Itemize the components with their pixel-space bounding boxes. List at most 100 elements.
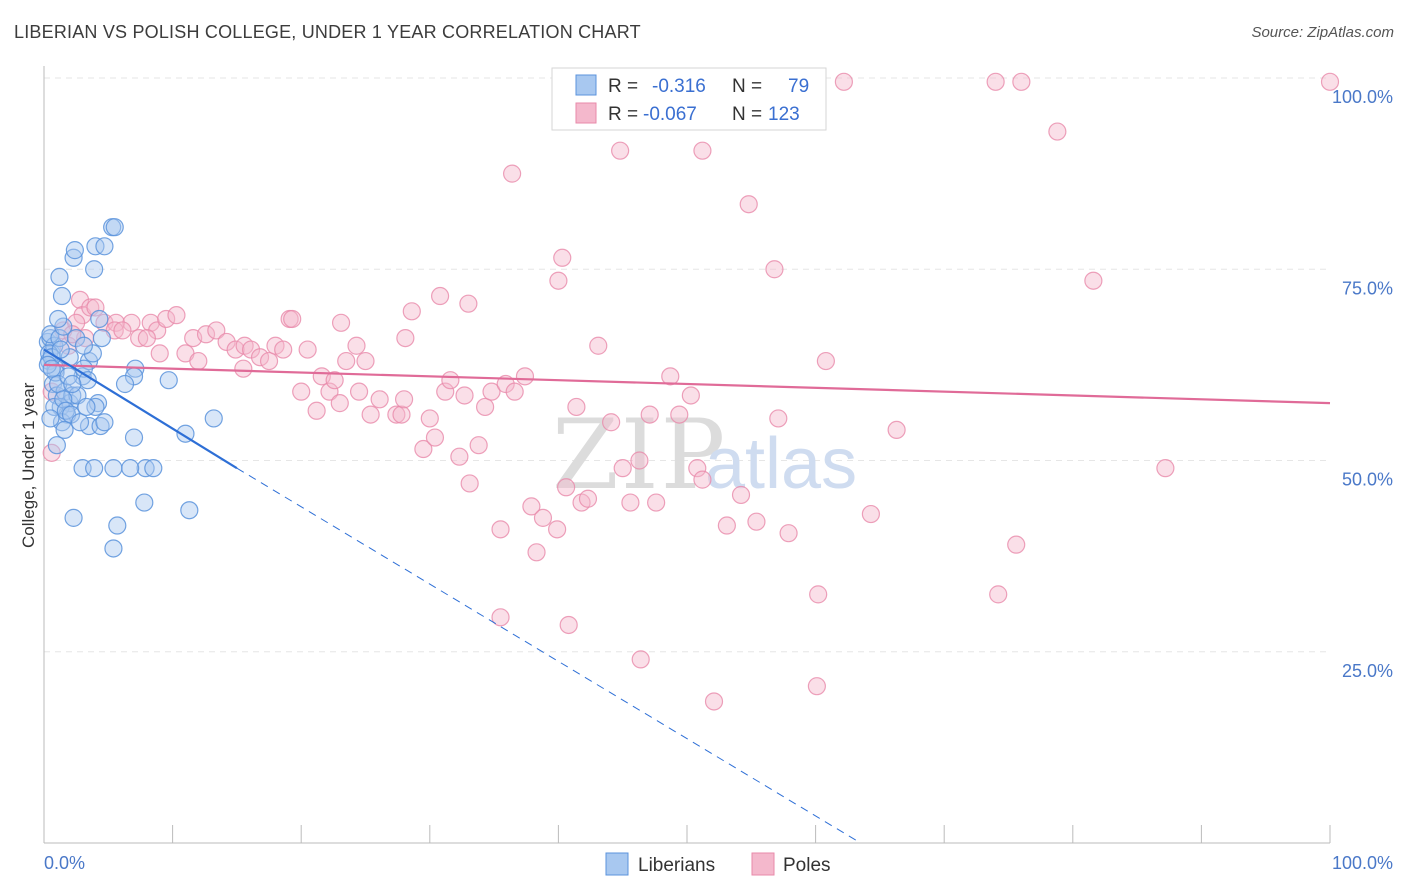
liberians-point-25: [92, 329, 111, 348]
poles-point-85: [769, 409, 788, 428]
poles-point-70: [589, 336, 608, 355]
poles-point-86: [779, 524, 798, 543]
poles-point-27: [274, 340, 293, 359]
liberians-point-78: [74, 336, 93, 355]
poles-point-89: [861, 504, 880, 524]
poles-point-42: [370, 390, 389, 409]
liberians-point-33: [85, 260, 104, 279]
poles-point-122: [430, 286, 450, 306]
bottom-legend-swatch-poles: [751, 852, 775, 876]
legend-swatch-liberians: [575, 74, 597, 96]
poles-point-92: [1007, 535, 1026, 554]
chart-source: Source: ZipAtlas.com: [1251, 24, 1394, 41]
poles-point-84: [747, 512, 766, 531]
poles-point-90: [887, 420, 906, 439]
liberians-point-50: [121, 459, 140, 478]
poles-point-38: [347, 336, 366, 355]
poles-point-101: [739, 195, 758, 214]
liberians-points: [38, 218, 223, 558]
poles-point-88: [816, 351, 835, 371]
poles-point-74: [630, 451, 649, 470]
bottom-legend-poles: Poles: [783, 855, 831, 876]
liberians-point-29: [64, 248, 83, 267]
poles-point-102: [765, 260, 784, 279]
liberians-point-32: [95, 237, 114, 256]
liberians-point-30: [65, 241, 84, 260]
poles-point-40: [349, 382, 369, 401]
poles-point-15: [167, 306, 186, 325]
poles-point-52: [450, 447, 469, 466]
legend-n-label-liberians: N =: [732, 76, 762, 97]
poles-point-95: [459, 294, 478, 313]
poles-point-94: [1156, 459, 1175, 478]
poles-point-35: [325, 371, 344, 390]
poles-point-81: [693, 470, 712, 489]
poles-point-48: [420, 409, 439, 428]
poles-point-78: [670, 405, 689, 424]
poles-point-110: [631, 650, 650, 669]
poles-point-14: [157, 309, 176, 329]
liberians-point-26: [90, 309, 109, 329]
poles-point-121: [234, 359, 253, 378]
liberians-point-37: [78, 371, 97, 390]
poles-point-124: [331, 313, 351, 332]
poles-point-112: [807, 677, 826, 696]
poles-point-36: [330, 394, 349, 413]
poles-point-108: [491, 608, 510, 627]
poles-point-66: [557, 478, 576, 497]
liberians-point-46: [115, 374, 135, 394]
liberians-point-61: [104, 539, 123, 558]
liberians-point-47: [159, 371, 178, 390]
liberians-point-28: [50, 267, 69, 286]
axes: [43, 66, 1331, 844]
poles-point-60: [505, 382, 524, 401]
poles-point-49: [425, 428, 445, 447]
legend-n-value-liberians: 79: [788, 76, 809, 97]
poles-point-51: [441, 371, 460, 390]
poles-point-96: [503, 164, 522, 183]
poles-point-76: [647, 493, 666, 512]
poles-point-24: [250, 348, 270, 367]
poles-point-119: [86, 298, 105, 317]
poles-point-19: [207, 321, 226, 340]
liberians-trend-line: [43, 348, 238, 470]
legend-r-label-poles: R =: [608, 104, 638, 125]
poles-point-11: [130, 329, 149, 348]
liberians-point-69: [54, 390, 73, 409]
y-tick-label-3: 100.0%: [1332, 87, 1393, 107]
y-axis-label: College, Under 1 year: [19, 382, 38, 548]
poles-point-73: [621, 493, 640, 512]
liberians-point-51: [104, 459, 123, 478]
liberians-point-59: [180, 501, 199, 520]
legend-n-value-poles: 123: [768, 104, 800, 125]
legend-swatch-poles: [575, 102, 597, 124]
poles-point-104: [986, 72, 1005, 91]
liberians-point-67: [63, 374, 82, 394]
series-legend: Liberians Poles: [605, 852, 831, 876]
liberians-point-74: [41, 409, 60, 428]
poles-point-31: [292, 382, 311, 401]
poles-point-61: [515, 367, 535, 386]
liberians-point-53: [85, 459, 104, 478]
poles-point-103: [834, 72, 853, 91]
poles-point-113: [137, 329, 156, 348]
poles-point-63: [527, 543, 546, 562]
poles-point-109: [559, 615, 578, 635]
poles-point-69: [578, 489, 598, 508]
poles-point-77: [661, 367, 680, 386]
liberians-point-17: [55, 420, 74, 439]
liberians-point-58: [135, 493, 154, 512]
poles-point-80: [688, 459, 707, 478]
stats-legend: R = -0.316 N = 79 R = -0.067 N = 123: [551, 67, 827, 131]
chart-title: LIBERIAN VS POLISH COLLEGE, UNDER 1 YEAR…: [14, 22, 641, 42]
poles-point-83: [731, 485, 751, 505]
poles-point-46: [402, 302, 421, 321]
watermark-atlas: atlas: [705, 424, 857, 504]
liberians-point-42: [95, 413, 114, 432]
x-tick-label-0: 0.0%: [44, 853, 85, 873]
poles-trend-line: [43, 363, 1331, 405]
liberians-point-60: [108, 516, 127, 535]
poles-point-87: [809, 585, 828, 604]
x-tick-label-1: 100.0%: [1332, 853, 1393, 873]
legend-r-value-liberians: -0.316: [652, 76, 706, 97]
